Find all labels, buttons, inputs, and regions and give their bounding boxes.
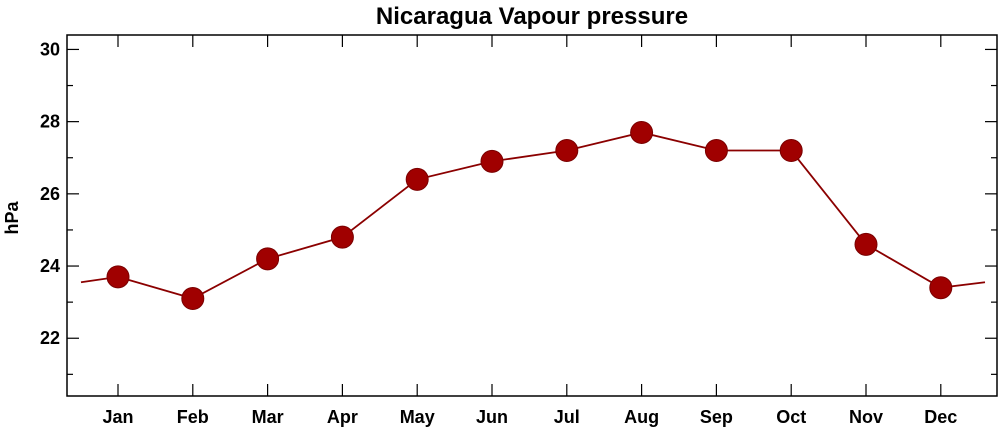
- data-point: Oct: 27.2: [779, 139, 803, 163]
- y-tick-label: 26: [40, 184, 60, 204]
- y-tick-label: 28: [40, 112, 60, 132]
- x-tick-label: Nov: [849, 407, 883, 427]
- data-point: Aug: 27.7: [630, 120, 654, 144]
- data-point: Jul: 27.2: [555, 139, 579, 163]
- x-tick-label: Jan: [102, 407, 133, 427]
- data-point: May: 26.4: [405, 167, 429, 191]
- data-point: Jan: 23.7: [106, 265, 130, 289]
- data-point: Mar: 24.2: [256, 247, 280, 271]
- data-point: Sep: 27.2: [704, 139, 728, 163]
- x-tick-label: Jul: [554, 407, 580, 427]
- x-tick-label: Aug: [624, 407, 659, 427]
- y-tick-label: 24: [40, 256, 60, 276]
- x-tick-label: Mar: [252, 407, 284, 427]
- ticks-layer: [67, 35, 997, 396]
- x-tick-label: Apr: [327, 407, 358, 427]
- data-point: Nov: 24.6: [854, 232, 878, 256]
- y-tick-label: 30: [40, 39, 60, 59]
- plot-frame: [66, 34, 998, 397]
- series-layer: Jan: 23.7 Feb: 23.1 Mar: 24.2 Apr: 24.8 May:…: [80, 120, 986, 311]
- data-point: Dec: 23.4: [929, 276, 953, 300]
- y-tick-label: 22: [40, 328, 60, 348]
- y-axis-label: hPa: [2, 201, 22, 235]
- x-tick-label: May: [400, 407, 435, 427]
- x-tick-label: Sep: [700, 407, 733, 427]
- x-tick-label: Dec: [924, 407, 957, 427]
- data-point: Apr: 24.8: [330, 225, 354, 249]
- x-tick-label: Jun: [476, 407, 508, 427]
- x-tick-label: Oct: [776, 407, 806, 427]
- x-tick-label: Feb: [177, 407, 209, 427]
- labels-layer: 22 24 26 28 30 Jan Feb Mar Apr May Jun Jul Aug Sep Oct…: [40, 39, 957, 427]
- data-point: Feb: 23.1: [181, 287, 205, 311]
- chart-title: Nicaragua Vapour pressure: [376, 3, 688, 30]
- series-line: [80, 131, 986, 300]
- data-point: Jun: 26.9: [480, 149, 504, 173]
